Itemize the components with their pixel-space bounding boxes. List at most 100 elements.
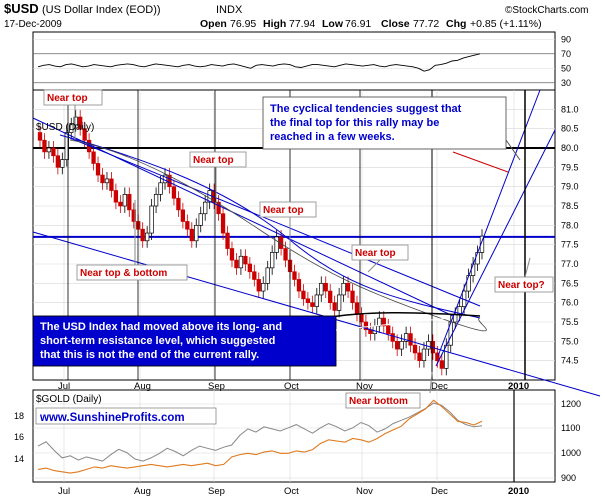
annotation-box <box>494 276 554 293</box>
chg-label: Chg <box>446 18 466 30</box>
candle-body <box>73 116 78 126</box>
close-value: 77.72 <box>413 18 439 30</box>
candle-body <box>60 159 65 168</box>
price-x-label: Aug <box>134 381 151 392</box>
candle-body <box>403 333 409 342</box>
moving-average-short <box>69 139 487 332</box>
annotation-pointer <box>524 257 531 278</box>
candle-body <box>145 232 150 242</box>
candle-body <box>314 294 319 307</box>
note-line: The USD Index had moved above its long- … <box>40 321 282 333</box>
candle-body <box>399 340 404 350</box>
annotation-near-top: Near top <box>259 201 317 250</box>
candle-body <box>64 132 69 160</box>
candle-body <box>336 294 342 311</box>
candle-body <box>417 352 422 362</box>
chg-value: +0.85 (+1.11%) <box>470 18 542 30</box>
annotation-label: Near top? <box>498 280 545 291</box>
low-value: 76.91 <box>345 18 371 30</box>
annotation-box <box>259 201 317 218</box>
candle-body <box>118 201 123 207</box>
ohlc-readout: Open 76.95 High 77.94 Low 76.91 Close 77… <box>200 18 542 30</box>
annotation-label: Near bottom <box>349 396 408 407</box>
annotation-near-top: Near top <box>43 89 103 140</box>
candle-body <box>426 340 431 350</box>
candle-body <box>203 201 208 215</box>
gold-panel-title: $GOLD (Daily) <box>36 394 102 405</box>
candle-body <box>350 290 355 304</box>
website-box <box>35 407 217 425</box>
candle-body <box>395 340 400 350</box>
candle-body <box>439 360 444 369</box>
gold-x-label: Oct <box>284 486 299 497</box>
candle-body <box>91 151 96 164</box>
gold-right-tick-label: 1000 <box>561 448 581 458</box>
website-label: www.SunshineProfits.com <box>39 412 185 424</box>
note-line: short-term resistance level, which sugge… <box>40 335 275 347</box>
price-tick-label: 75.5 <box>561 317 579 327</box>
rsi-indicator <box>37 53 481 72</box>
candle-body <box>247 263 252 273</box>
candle-body <box>37 132 43 141</box>
open-label: Open <box>200 18 227 30</box>
gold-x-label: 2010 <box>508 486 529 497</box>
price-x-label: Dec <box>431 381 448 392</box>
price-tick-label: 78.5 <box>561 201 579 211</box>
candle-body <box>69 124 74 133</box>
annotation-pointer <box>429 371 433 394</box>
candle-body <box>82 128 87 141</box>
price-tick-label: 76.5 <box>561 278 579 288</box>
candle-body <box>372 325 377 334</box>
close-label: Close <box>381 18 410 30</box>
candle-body <box>341 282 346 296</box>
candle-body <box>113 190 119 203</box>
high-value: 77.94 <box>289 18 315 30</box>
candle-body <box>194 224 199 242</box>
candle-body <box>109 178 114 191</box>
credit-label: ©StockCharts.com <box>505 5 589 16</box>
candle-body <box>412 344 418 354</box>
candle-body <box>305 298 311 304</box>
annotations: Near top Near top Near top Near top Near top… <box>32 89 554 409</box>
price-panel-title: $USD (Daily) <box>36 122 94 133</box>
candle-body <box>328 290 333 304</box>
candle-body <box>78 116 83 130</box>
candle-body <box>180 209 186 222</box>
candle-body <box>104 178 110 184</box>
candle-body <box>95 163 101 176</box>
forecast-line <box>452 151 509 173</box>
candle-body <box>153 194 159 207</box>
open-value: 76.95 <box>230 18 256 30</box>
candle-body <box>479 235 485 253</box>
note-box <box>32 315 337 367</box>
candle-body <box>42 139 47 153</box>
note-line: The cyclical tendencies suggest that <box>270 103 462 115</box>
rsi-panel <box>32 31 556 91</box>
candle-body <box>265 267 270 284</box>
candle-body <box>377 317 382 327</box>
rsi-tick-label: 70 <box>561 49 571 59</box>
candle-body <box>310 302 315 307</box>
candle-body <box>296 279 302 292</box>
annotation-label: Near top & bottom <box>80 268 167 279</box>
candle-body <box>252 271 257 280</box>
price-x-label: 2010 <box>508 381 529 392</box>
axes: 90 70 50 30 81.0 80.5 80.0 79.5 79.0 78.5 78.0 77.5… <box>14 34 581 497</box>
candle-body <box>466 275 471 292</box>
price-tick-label: 81.0 <box>561 104 579 114</box>
gold-right-tick-label: 900 <box>561 473 576 483</box>
candle-body <box>189 228 194 242</box>
gold-panel-lines <box>37 399 483 474</box>
gold-left-tick-label: 16 <box>14 432 24 442</box>
gold-x-label: Dec <box>431 486 448 497</box>
candle-body <box>261 282 266 292</box>
price-x-label: Oct <box>284 381 299 392</box>
candle-body <box>167 174 172 188</box>
price-tick-label: 78.0 <box>561 220 579 230</box>
candle-body <box>381 317 386 327</box>
rsi-tick-label: 50 <box>561 63 571 73</box>
annotation-near-top: Near top? <box>494 257 554 293</box>
price-x-label: Sep <box>208 381 225 392</box>
trendline-rise-steep <box>437 89 541 357</box>
